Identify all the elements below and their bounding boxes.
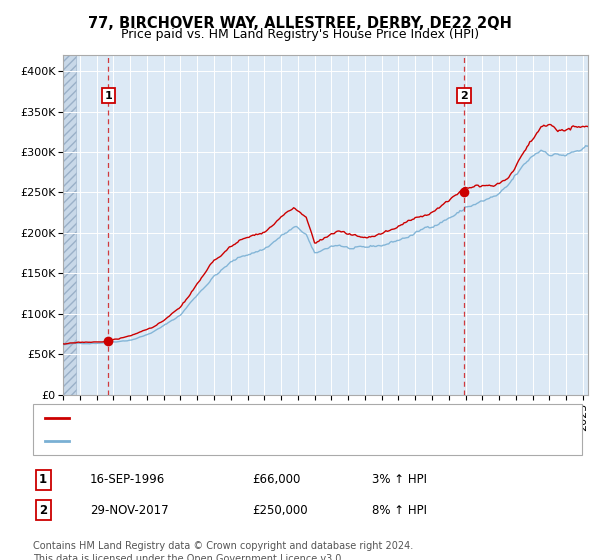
Text: 29-NOV-2017: 29-NOV-2017 <box>90 503 169 517</box>
Text: £66,000: £66,000 <box>252 473 301 487</box>
Text: 8% ↑ HPI: 8% ↑ HPI <box>372 503 427 517</box>
Text: HPI: Average price, detached house, City of Derby: HPI: Average price, detached house, City… <box>75 434 371 447</box>
Text: £250,000: £250,000 <box>252 503 308 517</box>
Text: 1: 1 <box>104 91 112 101</box>
Text: 2: 2 <box>460 91 468 101</box>
Bar <box>63 55 76 395</box>
Text: 77, BIRCHOVER WAY, ALLESTREE, DERBY, DE22 2QH (detached house): 77, BIRCHOVER WAY, ALLESTREE, DERBY, DE2… <box>75 412 491 425</box>
Text: 1: 1 <box>39 473 47 487</box>
Text: 2: 2 <box>39 503 47 517</box>
Text: 3% ↑ HPI: 3% ↑ HPI <box>372 473 427 487</box>
Text: Contains HM Land Registry data © Crown copyright and database right 2024.
This d: Contains HM Land Registry data © Crown c… <box>33 541 413 560</box>
Text: 77, BIRCHOVER WAY, ALLESTREE, DERBY, DE22 2QH: 77, BIRCHOVER WAY, ALLESTREE, DERBY, DE2… <box>88 16 512 31</box>
Text: Price paid vs. HM Land Registry's House Price Index (HPI): Price paid vs. HM Land Registry's House … <box>121 28 479 41</box>
Text: 16-SEP-1996: 16-SEP-1996 <box>90 473 165 487</box>
